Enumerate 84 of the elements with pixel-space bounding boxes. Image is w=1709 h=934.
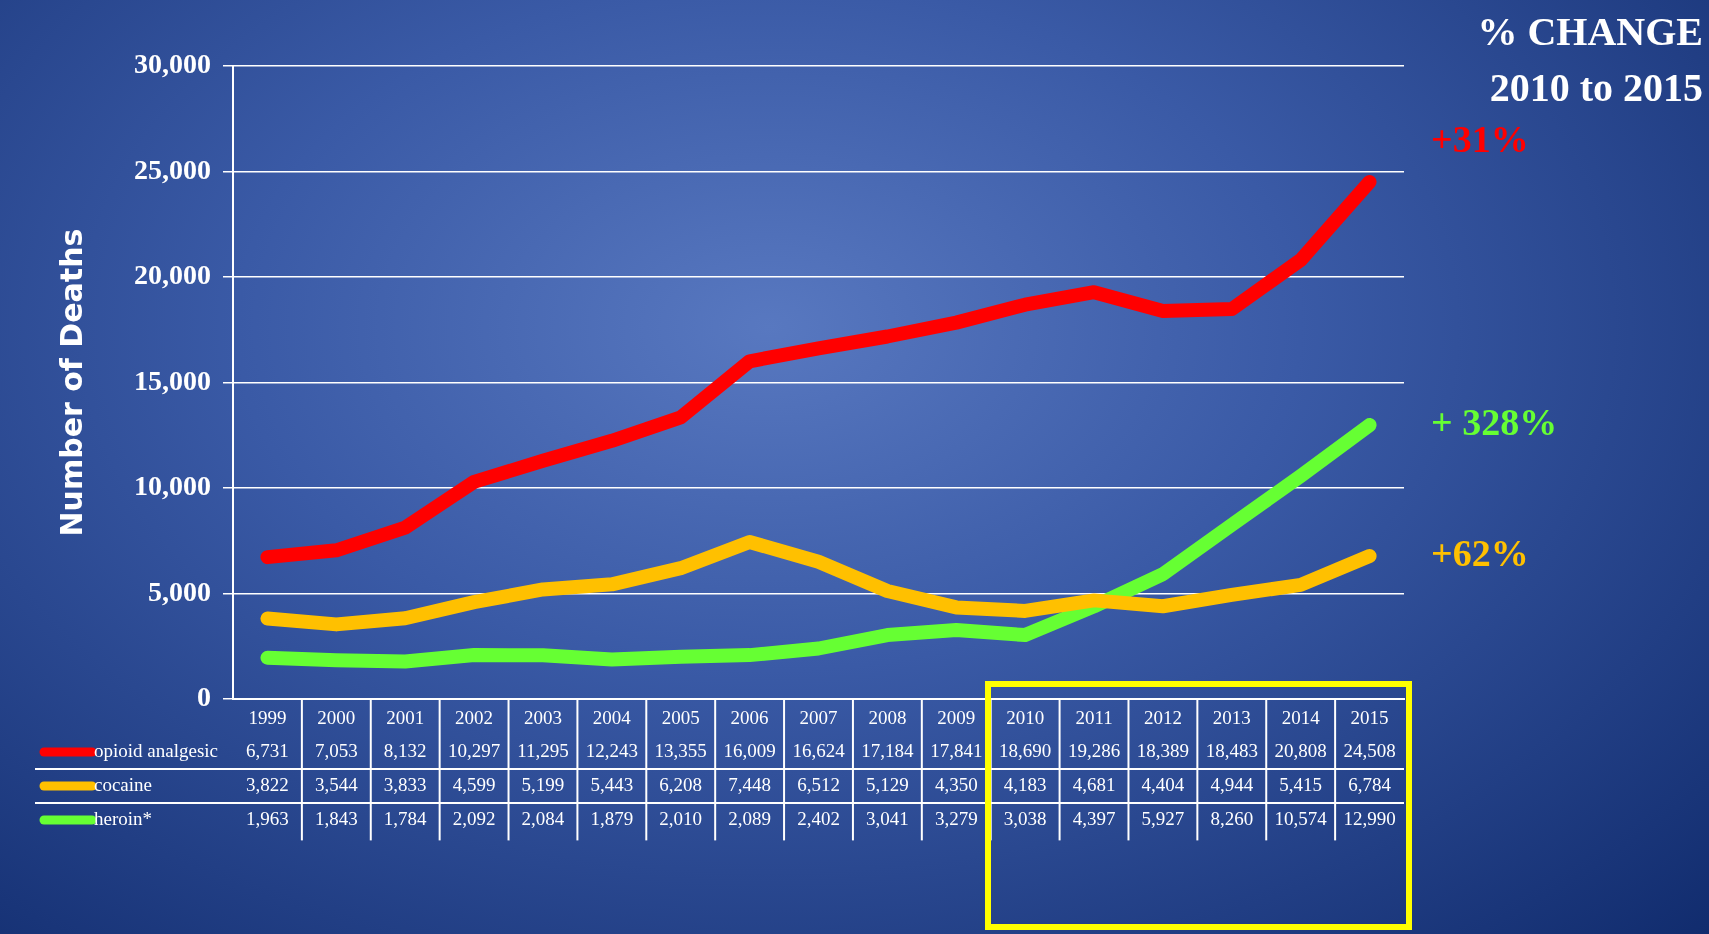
data-label: 2,010 [659, 807, 703, 829]
data-label: 4,944 [1210, 773, 1254, 795]
annotation: +62% [1431, 531, 1529, 574]
text: 2010 to 2015 [1488, 64, 1703, 112]
data-label: 24,508 [1343, 739, 1396, 761]
data-label: 3,279 [934, 807, 978, 829]
data-label: 1,843 [314, 807, 358, 829]
data-label: 8,132 [383, 739, 427, 761]
data-label: 3,833 [383, 773, 427, 795]
data-label: 5,199 [521, 773, 565, 795]
x-tick-label: 2005 [661, 706, 700, 728]
data-label: 5,129 [866, 773, 909, 795]
legend-label: heroin* [94, 807, 153, 829]
data-label: 20,808 [1274, 739, 1327, 761]
data-label: 10,574 [1274, 807, 1328, 829]
data-label: 10,297 [447, 739, 501, 761]
data-label: 17,184 [861, 739, 915, 761]
y-tick-label: 20,000 [134, 259, 211, 291]
data-label: 6,784 [1348, 773, 1392, 795]
data-label: 16,009 [723, 739, 776, 761]
x-tick-label: 2006 [730, 706, 769, 728]
data-label: 3,822 [246, 773, 289, 795]
data-label: 18,483 [1205, 739, 1258, 761]
data-label: 4,397 [1072, 807, 1116, 829]
data-label: 11,295 [517, 739, 569, 761]
x-tick-label: 2013 [1212, 706, 1251, 728]
x-tick-label: 2012 [1143, 706, 1182, 728]
y-tick-label: 30,000 [134, 48, 211, 80]
y-tick-label: 5,000 [148, 575, 211, 607]
y-tick-label: 25,000 [134, 153, 211, 185]
data-label: 4,183 [1003, 773, 1047, 795]
y-tick-label: 10,000 [134, 470, 211, 502]
data-label: 1,963 [246, 807, 289, 829]
data-label: 2,092 [452, 807, 496, 829]
x-tick-label: 1999 [248, 706, 287, 728]
legend-label: cocaine [94, 773, 153, 795]
x-tick-label: 2015 [1350, 706, 1389, 728]
x-tick-label: 2001 [386, 706, 425, 728]
data-label: 4,404 [1141, 773, 1185, 795]
data-label: 18,690 [999, 739, 1052, 761]
x-tick-label: 2008 [868, 706, 907, 728]
x-tick-label: 2000 [317, 706, 356, 728]
data-label: 18,389 [1136, 739, 1190, 761]
data-label: 6,512 [797, 773, 840, 795]
annotation: +31% [1431, 117, 1529, 160]
data-label: 2,084 [521, 807, 565, 829]
data-label: 13,355 [654, 739, 707, 761]
data-label: 6,731 [246, 739, 289, 761]
data-label: 6,208 [659, 773, 703, 795]
x-tick-label: 2004 [592, 706, 632, 728]
data-label: 19,286 [1067, 739, 1121, 761]
data-label: 4,599 [452, 773, 496, 795]
data-label: 2,402 [797, 807, 840, 829]
data-label: 4,681 [1072, 773, 1116, 795]
data-label: 12,243 [585, 739, 638, 761]
data-label: 1,879 [590, 807, 634, 829]
y-tick-label: 0 [197, 681, 211, 713]
data-label: 12,990 [1343, 807, 1396, 829]
data-label: 17,841 [930, 739, 983, 761]
x-tick-label: 2002 [455, 706, 494, 728]
data-label: 16,624 [792, 739, 846, 761]
data-label: 2,089 [728, 807, 771, 829]
y-axis-title: Number of Deaths [53, 228, 89, 537]
data-label: 7,448 [728, 773, 771, 795]
data-label: 5,415 [1279, 773, 1323, 795]
data-label: 3,038 [1003, 807, 1047, 829]
x-tick-label: 2009 [937, 706, 976, 728]
annotation: + 328% [1431, 400, 1558, 443]
data-label: 5,927 [1141, 807, 1185, 829]
legend-label: opioid analgesic [94, 739, 218, 761]
data-label: 3,544 [314, 773, 359, 795]
y-tick-label: 15,000 [134, 364, 211, 396]
x-tick-label: 2010 [1006, 706, 1045, 728]
data-label: 1,784 [383, 807, 428, 829]
x-tick-label: 2003 [523, 706, 562, 728]
x-tick-label: 2011 [1075, 706, 1113, 728]
x-tick-label: 2007 [799, 706, 838, 728]
data-label: 7,053 [314, 739, 358, 761]
text: % CHANGE [1477, 8, 1703, 56]
data-label: 8,260 [1210, 807, 1254, 829]
data-label: 4,350 [934, 773, 978, 795]
data-label: 5,443 [590, 773, 634, 795]
x-tick-label: 2014 [1281, 706, 1321, 728]
data-label: 3,041 [866, 807, 909, 829]
